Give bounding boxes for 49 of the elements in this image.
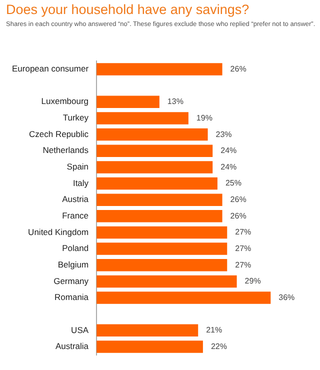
bar: [96, 275, 237, 288]
bar: [96, 242, 228, 255]
bar: [96, 128, 208, 141]
y-tick-label: Germany: [54, 276, 90, 286]
data-label: 36%: [278, 292, 295, 302]
data-label: 27%: [235, 244, 252, 254]
data-label: 21%: [206, 326, 222, 335]
bar: [96, 161, 213, 174]
y-tick-label: Netherlands: [42, 145, 89, 156]
y-tick-label: Austria: [62, 194, 89, 204]
bar: [96, 194, 222, 206]
data-label: 29%: [244, 276, 261, 286]
data-label: 26%: [230, 211, 246, 220]
bar: [96, 259, 228, 272]
data-label: 26%: [230, 195, 246, 204]
y-tick-label: Belgium: [58, 259, 89, 270]
data-label: 26%: [230, 64, 246, 74]
bar: [96, 226, 228, 239]
bar: [96, 144, 213, 157]
chart-title: Does your household have any savings?: [6, 2, 250, 17]
y-tick-label: Poland: [62, 243, 89, 254]
y-tick-label: France: [62, 210, 89, 221]
y-tick-label: Czech Republic: [29, 128, 90, 139]
y-tick-label: Romania: [54, 292, 89, 302]
data-label: 24%: [220, 146, 237, 156]
data-label: 25%: [225, 178, 242, 188]
bar: [96, 96, 160, 108]
bar: [96, 63, 222, 76]
y-tick-label: USA: [71, 324, 89, 335]
bar: [96, 177, 218, 190]
bar: [96, 324, 198, 337]
data-label: 22%: [210, 342, 227, 351]
y-tick-label: Italy: [72, 178, 90, 188]
y-tick-label: Turkey: [62, 112, 90, 123]
bar: [96, 210, 222, 222]
bar: [96, 292, 271, 304]
data-label: 23%: [216, 130, 232, 139]
data-label: 27%: [235, 228, 252, 237]
data-label: 24%: [220, 162, 237, 172]
bar: [96, 340, 203, 353]
data-label: 19%: [196, 113, 212, 122]
y-tick-label: Australia: [55, 341, 89, 352]
y-tick-label: Luxembourg: [41, 96, 89, 106]
y-tick-label: European consumer: [12, 64, 89, 74]
data-label: 27%: [235, 260, 252, 270]
y-tick-label: United Kingdom: [28, 226, 89, 237]
y-tick-label: Spain: [66, 162, 89, 172]
bar: [96, 112, 188, 124]
data-label: 13%: [167, 97, 184, 106]
